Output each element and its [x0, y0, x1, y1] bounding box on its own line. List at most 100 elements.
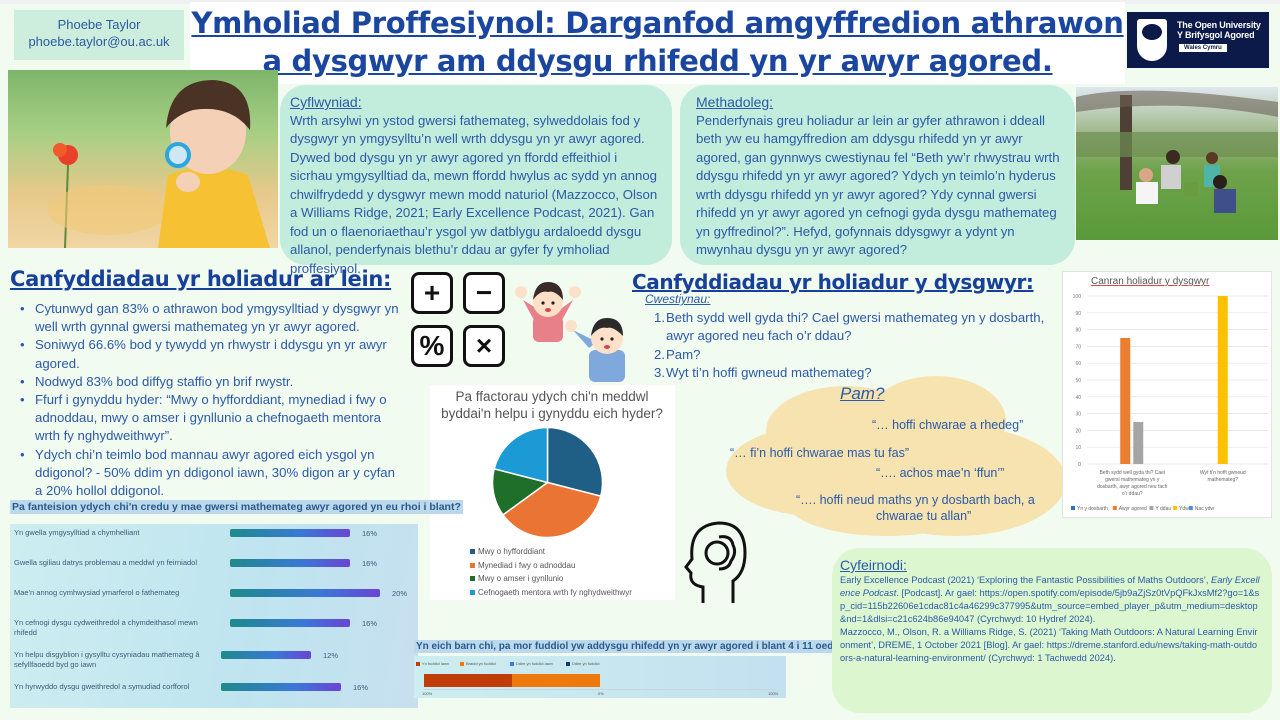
questions-label: Cwestiynau: [645, 292, 711, 306]
reference-1: Early Excellence Podcast (2021) ‘Explori… [840, 574, 1262, 626]
y-tick-label: 30 [1075, 412, 1081, 418]
girl-hair [533, 282, 563, 300]
legend-label: Yn y dosbarth [1077, 506, 1108, 512]
outdoor-group-illustration [1076, 90, 1278, 213]
child-hair [166, 80, 251, 130]
pie-slice [501, 481, 602, 539]
x-category-line: o'r ddau? [1122, 491, 1143, 497]
outdoor-group-photo [1076, 87, 1278, 240]
ou-shield-icon [1137, 19, 1167, 61]
y-tick-label: 20 [1075, 428, 1081, 434]
girl-hand [569, 286, 581, 298]
pie-chart-title: Pa ffactorau ydych chi'n meddwl byddai'n… [441, 389, 663, 421]
legend-swatch [460, 661, 464, 666]
author-email[interactable]: phoebe.taylor@ou.ac.uk [28, 34, 170, 49]
benefit-bar [230, 619, 350, 627]
y-tick-label: 40 [1075, 395, 1081, 401]
girl-hand [515, 286, 527, 298]
logo-tag: Wales Cymru [1179, 44, 1227, 52]
legend-label: Y ddau [1155, 506, 1171, 512]
quote-3: “…. achos mae’n ‘ffun’” [876, 466, 1005, 480]
girl-face [533, 287, 563, 317]
question-number: 1. [654, 310, 665, 325]
y-tick-label: 50 [1075, 378, 1081, 384]
child-magnifier-photo [8, 70, 278, 248]
girl-body [533, 316, 563, 342]
legend-swatch [510, 661, 514, 666]
benefits-chart-title: Pa fanteision ydych chi'n credu y mae gw… [10, 500, 463, 514]
stack-tick-label: 100% [422, 691, 433, 696]
boy-hand [565, 320, 577, 332]
question-item: 1. Beth sydd well gyda thi? Cael gwersi m… [654, 309, 1064, 346]
child-plaid-shirt [1214, 189, 1236, 213]
finding-item: Ydych chi’n teimlo bod mannau awyr agore… [18, 446, 403, 501]
bar-awyr-agored [1120, 338, 1131, 464]
legend-label: Ydw [1179, 506, 1189, 512]
potted-plant [1184, 182, 1198, 196]
legend-swatch [566, 661, 570, 666]
question-number: 3. [654, 364, 665, 380]
reference-1-source: Early Excellence Podcast [840, 575, 1260, 598]
learner-questions-list: 1. Beth sydd well gyda thi? Cael gwersi m… [654, 309, 1064, 382]
references-heading: Cyfeirnodi: [840, 557, 907, 573]
legend-label: Braidd yn fuddiol [466, 661, 496, 666]
legend-swatch [470, 576, 475, 581]
question-number: 2. [654, 346, 665, 362]
cloud-blob [786, 466, 986, 536]
learner-chart-title: Canran holiadur y dysgwyr [1091, 276, 1210, 287]
usefulness-chart-title: Yn eich barn chi, pa mor fuddiol yw addy… [414, 640, 842, 653]
legend-label: Ddim yn fuddiol [572, 661, 600, 666]
benefit-label: Gwella sgiliau datrys problemau a meddwl… [14, 558, 198, 567]
legend-label: Nac ydw [1195, 506, 1215, 512]
question-item: 2. Pam? [654, 346, 1064, 364]
finding-item: Nodwyd 83% bod diffyg staffio yn brif rw… [18, 373, 403, 391]
logo-text: The Open University Y Brifysgol Agored [1177, 20, 1261, 40]
benefit-value-label: 16% [362, 529, 378, 538]
benefit-value-label: 12% [323, 651, 339, 660]
blurred-flowers [48, 185, 168, 235]
legend-label: Yn fuddiol iawn [422, 661, 450, 666]
y-tick-label: 70 [1075, 344, 1081, 350]
legend-label: Mwy o amser i gynllunio [478, 574, 564, 583]
legend-swatch [1071, 506, 1075, 510]
benefit-value-label: 20% [392, 589, 408, 598]
poster-title: Ymholiad Proffesiynol: Darganfod amgyffr… [190, 2, 1125, 84]
reference-1-text: Early Excellence Podcast (2021) ‘Explori… [840, 575, 1212, 585]
pie-slice [493, 426, 549, 484]
benefit-bar [230, 529, 350, 537]
stack-legend-item: Yn fuddiol iawn [416, 661, 449, 666]
child-hands [176, 172, 200, 192]
online-survey-heading: Canfyddiadau yr holiadur ar lein: [10, 267, 392, 291]
stack-segment [512, 674, 600, 687]
magnifying-glass-icon [165, 142, 191, 168]
x-category-line: dosbarth, awyr agored neu fach [1097, 484, 1168, 490]
stack-legend-item: Braidd yn fuddiol [460, 661, 496, 666]
pie-legend-item: Mwy o hyfforddiant [470, 545, 632, 559]
pie-legend-item: Mwy o amser i gynllunio [470, 572, 632, 586]
reference-1-link[interactable]: . [Podcast]. Ar gael: https://open.spoti… [840, 588, 1260, 624]
reference-2[interactable]: Mazzocco, M., Olson, R. a Williams Ridge… [840, 627, 1258, 663]
benefit-value-label: 16% [353, 683, 369, 692]
benefit-bar [221, 651, 311, 659]
x-category-line: gwersi mathemateg yn y [1105, 477, 1160, 483]
benefits-bar-chart: Yn gwella ymgysylltiad a chymhelliant 16%… [10, 524, 418, 708]
y-tick-label: 100 [1073, 294, 1082, 300]
finding-item: Cytunwyd gan 83% o athrawon bod ymgysyll… [18, 300, 403, 336]
pie-legend-item: Mynediad i fwy o adnoddau [470, 559, 632, 573]
question-text: Wyt ti’n hoffi gwneud mathemateg? [666, 364, 872, 380]
benefit-label: Yn gwella ymgysylltiad a chymhelliant [14, 528, 140, 537]
girl-eye [541, 301, 545, 305]
stack-segment [424, 674, 512, 687]
girl-mouth [545, 308, 551, 312]
percent-icon: % [411, 325, 453, 367]
benefit-label: Yn hyrwyddo dysgu gweithredol a symudiad… [14, 682, 190, 691]
girl-eye [551, 301, 555, 305]
head-gear-brain-icon [684, 521, 747, 603]
multiply-icon: × [463, 325, 505, 367]
learner-survey-heading: Canfyddiadau yr holiadur y dysgwyr: [632, 270, 1034, 294]
stack-axis [424, 689, 776, 690]
adult-figure [1161, 165, 1181, 189]
author-box: Phoebe Taylor phoebe.taylor@ou.ac.uk [14, 10, 184, 60]
legend-swatch [1173, 506, 1177, 510]
legend-label: Mwy o hyfforddiant [478, 547, 545, 556]
